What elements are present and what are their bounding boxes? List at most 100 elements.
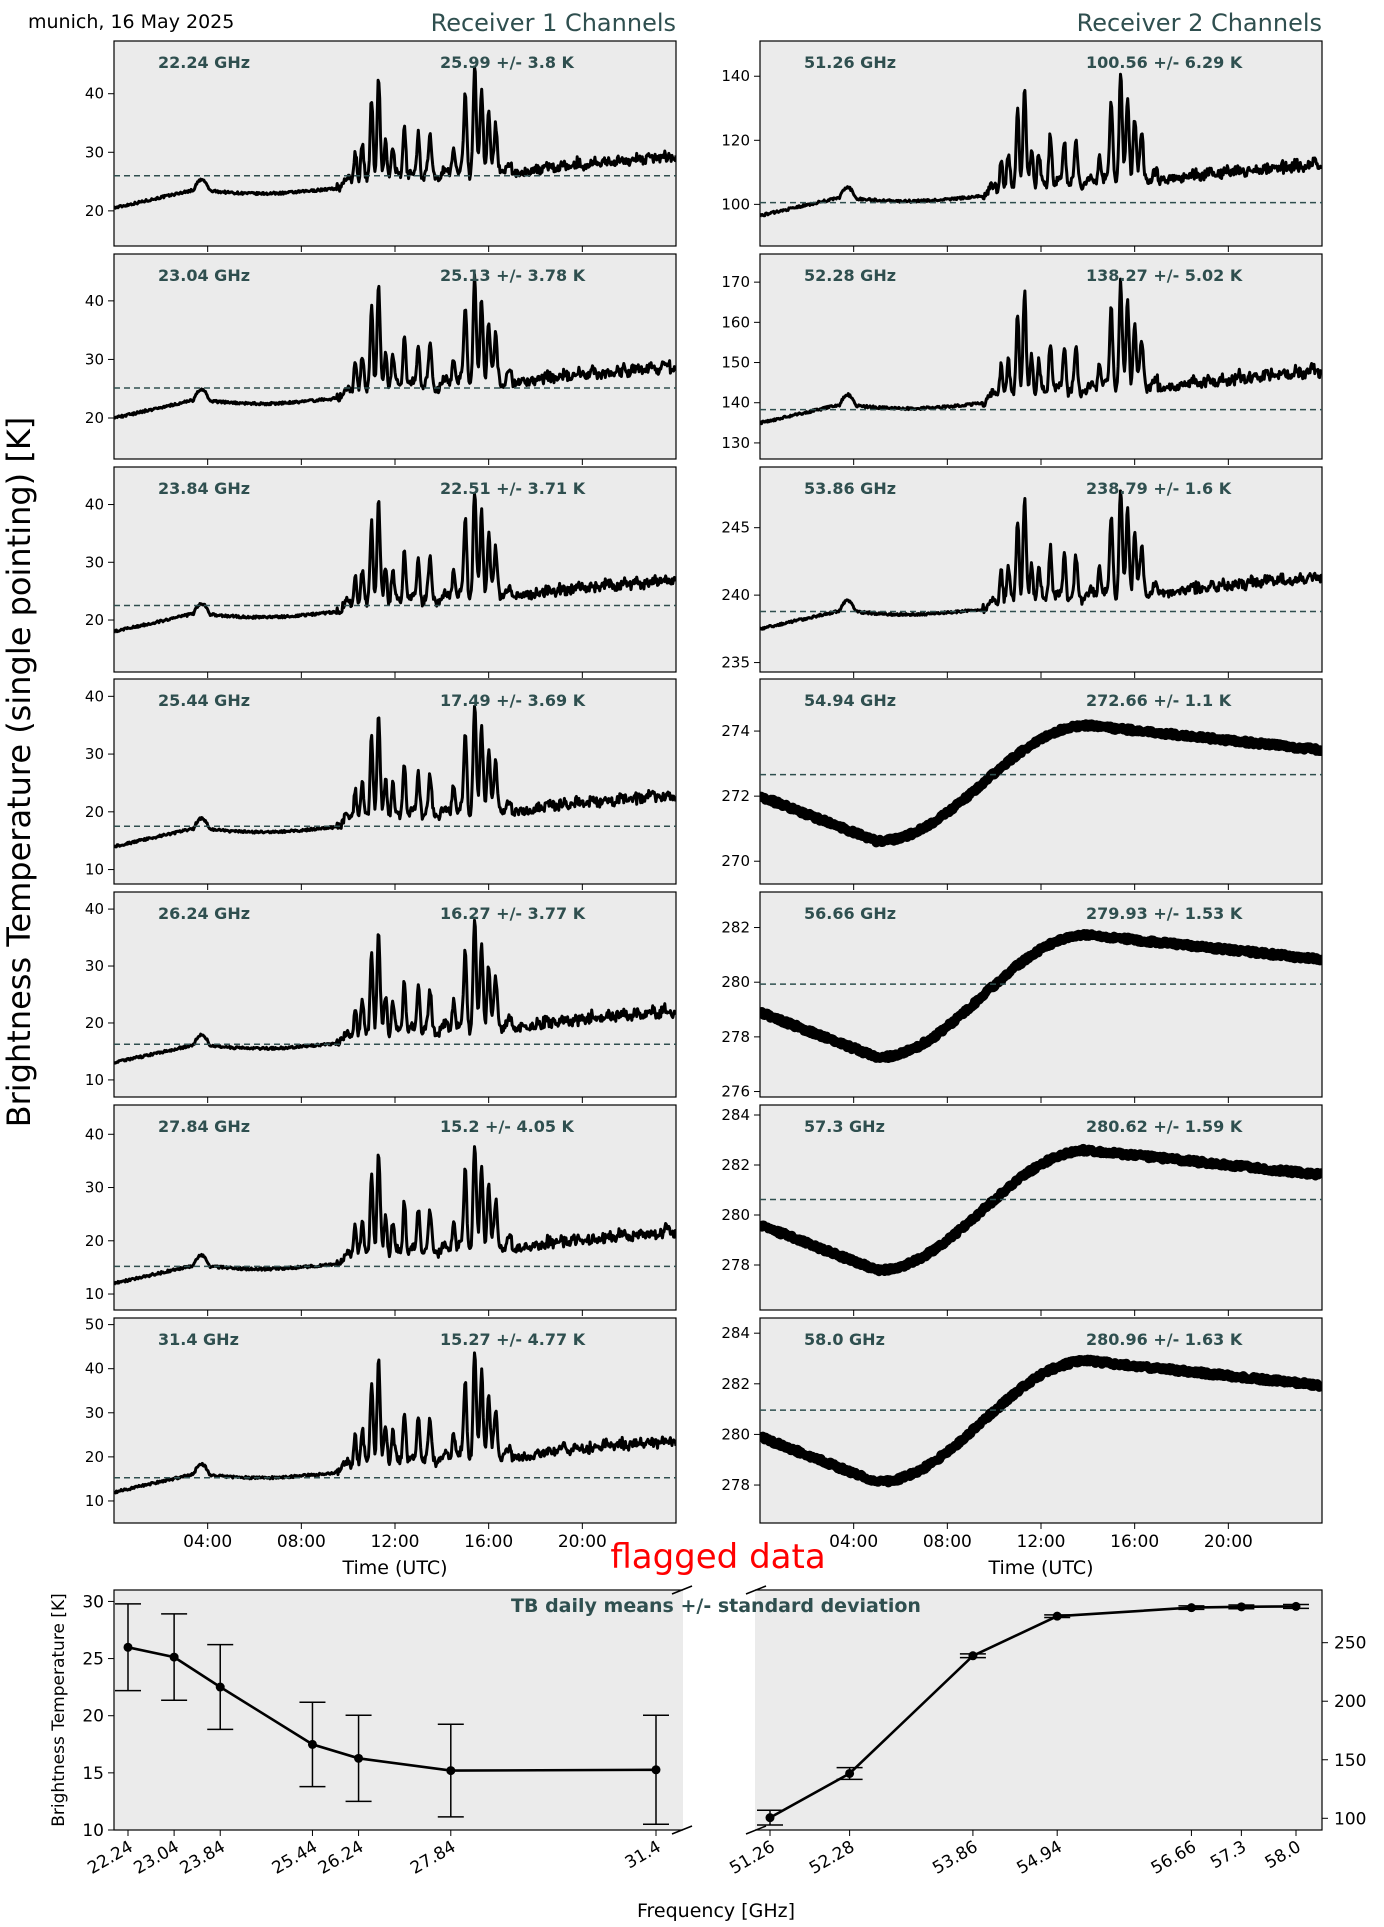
stat-label: 138.27 +/- 5.02 K [1086,266,1243,285]
ytick-label: 272 [721,787,750,805]
ytick-label: 274 [721,722,750,740]
panel-background [113,466,677,673]
panel-background [113,40,677,247]
ytick-label: 20 [85,1014,104,1032]
mean-point [169,1652,179,1662]
ytick-label: 200 [1334,1692,1366,1712]
tb-trace [760,1354,1322,1488]
receiver1-title: Receiver 1 Channels [431,9,676,37]
summary-ylabel: Brightness Temperature [K] [49,1593,69,1826]
panel-background [113,253,677,460]
panel-background [113,678,677,885]
panel-background [759,40,1323,247]
freq-tick-label: 22.24 [84,1837,136,1879]
ytick-label: 140 [721,67,750,85]
mean-point [1052,1611,1062,1621]
ytick-label: 10 [85,861,104,879]
freq-label: 23.84 GHz [158,479,250,498]
tb-trace [114,1351,676,1495]
stat-label: 15.2 +/- 4.05 K [440,1117,575,1136]
ytick-label: 30 [85,1404,104,1422]
panel-580ghz: 278 280 282 284 58.0 GHz 280.96 +/- 1.63 K [721,1317,1323,1529]
summary-title: TB daily means +/- standard deviation [511,1595,921,1617]
ytick-label: 30 [85,350,104,368]
summary-xlabel: Frequency [GHz] [637,1900,795,1922]
freq-tick-label: 57.3 [1207,1837,1250,1873]
ytick-label: 20 [85,1448,104,1466]
ytick-label: 280 [721,973,750,991]
freq-label: 23.04 GHz [158,266,250,285]
xtick-label: 12:00 [371,1532,420,1552]
ytick-label: 170 [721,273,750,291]
ytick-label: 284 [721,1106,750,1124]
flagged-data-label: flagged data [610,1537,825,1577]
mean-point [307,1739,317,1749]
ytick-label: 30 [85,957,104,975]
tb-trace [114,492,676,634]
ytick-label: 40 [85,1125,104,1143]
ytick-label: 40 [85,900,104,918]
ytick-label: 40 [85,292,104,310]
ytick-label: 30 [85,143,104,161]
ytick-label: 15 [82,1764,104,1784]
panel-background [759,253,1323,460]
xtick-label: 16:00 [1110,1532,1159,1552]
timeseries-panels: 20 30 40 22.24 GHz 25.99 +/- 3.8 K 20 30 40 23.0… [85,40,1323,1579]
tb-trace [114,918,676,1065]
mean-point [765,1813,775,1823]
global-ylabel: Brightness Temperature (single pointing)… [0,417,38,1128]
panel-2784ghz: 10 20 30 40 27.84 GHz 15.2 +/- 4.05 K [85,1104,677,1316]
panel-background [113,1317,677,1524]
ytick-label: 20 [82,1707,104,1727]
stat-label: 16.27 +/- 3.77 K [440,904,586,923]
ytick-label: 20 [85,409,104,427]
stat-label: 280.62 +/- 1.59 K [1086,1117,1243,1136]
freq-label: 22.24 GHz [158,53,250,72]
ytick-label: 278 [721,1256,750,1274]
xlabel: Time (UTC) [341,1557,447,1579]
xtick-label: 20:00 [558,1532,607,1552]
ytick-label: 282 [721,919,750,937]
ytick-label: 20 [85,1232,104,1250]
panel-5228ghz: 130 140 150 160 170 52.28 GHz 138.27 +/- 5.02 … [721,253,1323,465]
freq-tick-label: 53.86 [929,1837,981,1879]
summary-chart: TB daily means +/- standard deviation 22.… [49,1584,1366,1922]
stat-label: 15.27 +/- 4.77 K [440,1330,586,1349]
xlabel: Time (UTC) [987,1557,1093,1579]
panel-5126ghz: 100 120 140 51.26 GHz 100.56 +/- 6.29 K [721,40,1323,252]
ytick-label: 250 [1334,1634,1366,1654]
ytick-label: 140 [721,394,750,412]
mean-point [1186,1603,1196,1613]
tb-trace [760,489,1322,631]
panel-5494ghz: 270 272 274 54.94 GHz 272.66 +/- 1.1 K [721,678,1323,890]
freq-label: 58.0 GHz [804,1330,885,1349]
tb-trace [114,704,676,849]
xtick-label: 20:00 [1204,1532,1253,1552]
freq-label: 26.24 GHz [158,904,250,923]
freq-label: 57.3 GHz [804,1117,885,1136]
stat-label: 280.96 +/- 1.63 K [1086,1330,1243,1349]
ytick-label: 10 [85,1071,104,1089]
freq-tick-label: 58.0 [1262,1837,1305,1873]
mean-point [446,1766,456,1776]
panel-background [759,1317,1323,1524]
tb-trace [114,1145,676,1286]
ytick-label: 160 [721,313,750,331]
ytick-label: 40 [85,1360,104,1378]
stat-label: 100.56 +/- 6.29 K [1086,53,1243,72]
stat-label: 17.49 +/- 3.69 K [440,691,586,710]
panel-background [113,891,677,1098]
mean-point [1236,1602,1246,1612]
freq-label: 54.94 GHz [804,691,896,710]
xtick-label: 12:00 [1017,1532,1066,1552]
freq-label: 27.84 GHz [158,1117,250,1136]
ytick-label: 240 [721,586,750,604]
ytick-label: 282 [721,1156,750,1174]
ytick-label: 50 [85,1316,104,1334]
ytick-label: 150 [721,354,750,372]
ytick-label: 40 [85,496,104,514]
ytick-label: 40 [85,85,104,103]
panel-2624ghz: 10 20 30 40 26.24 GHz 16.27 +/- 3.77 K [85,891,677,1103]
mean-point [215,1682,225,1692]
